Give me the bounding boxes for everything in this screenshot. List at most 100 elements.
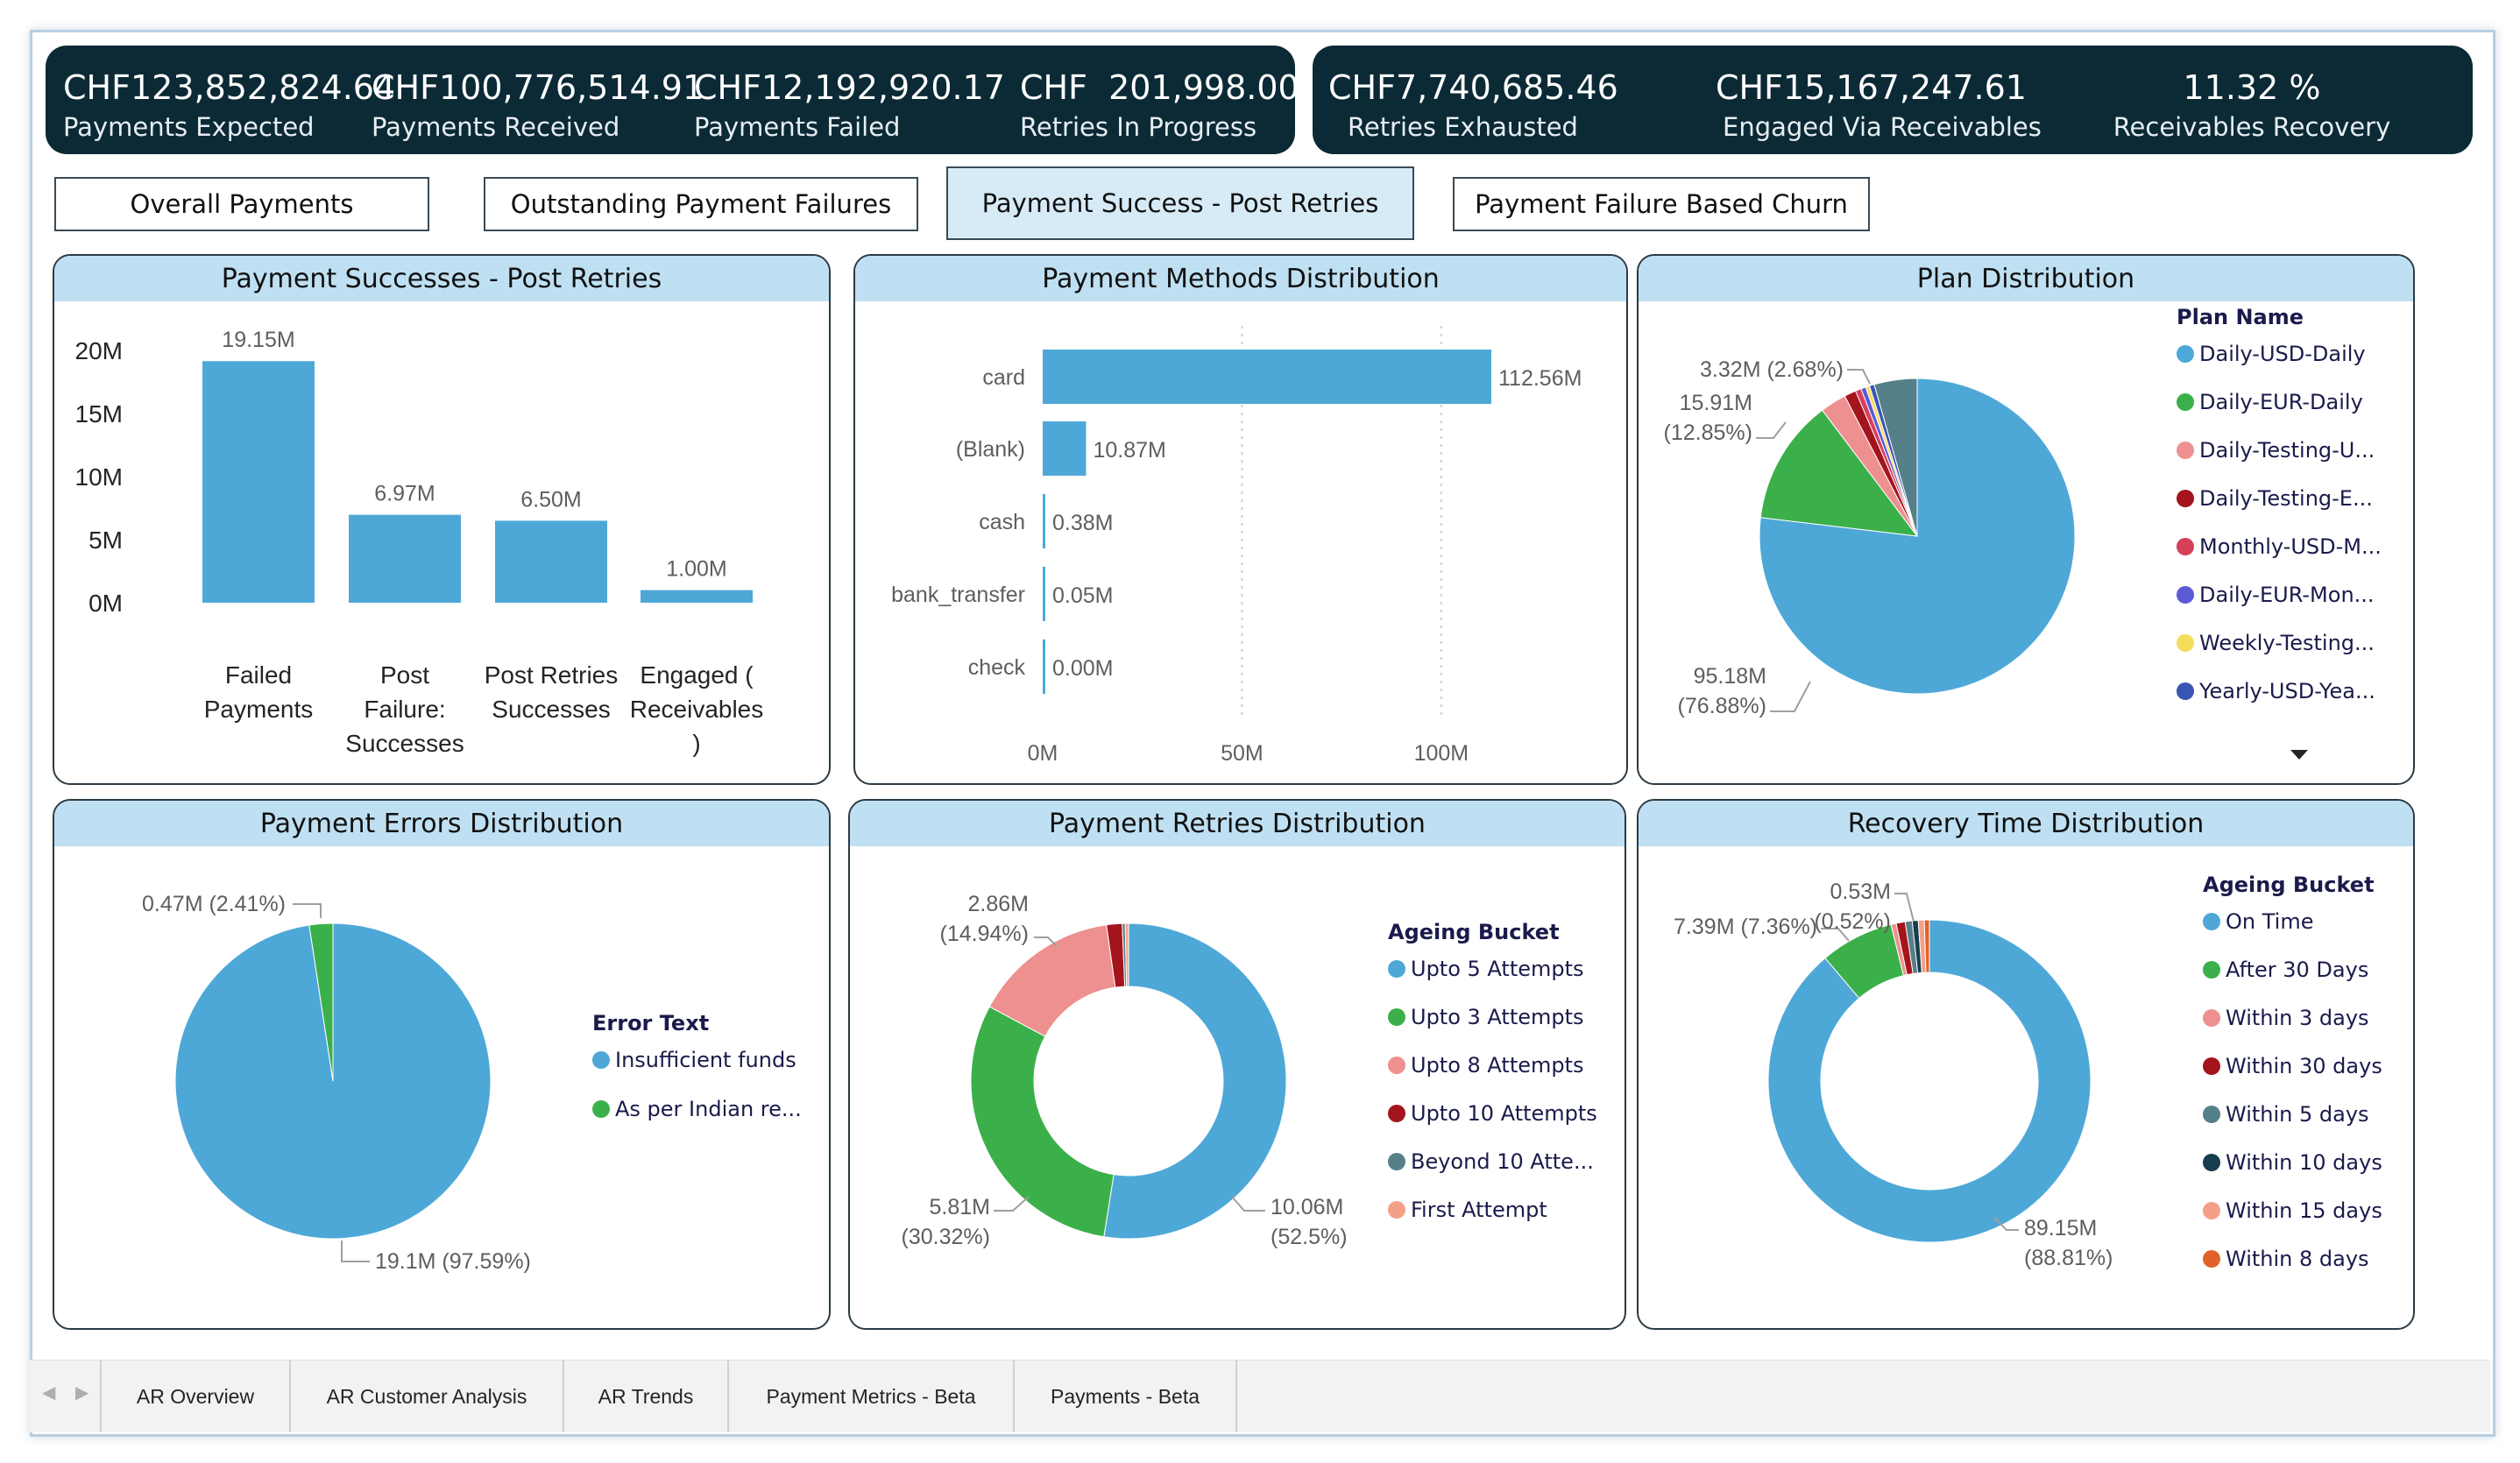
legend-item[interactable]: Daily-Testing-E... <box>2199 486 2373 511</box>
legend-marker[interactable] <box>2203 1202 2220 1219</box>
bar[interactable] <box>1043 640 1045 694</box>
bar[interactable] <box>1043 494 1045 548</box>
legend-item[interactable]: First Attempt <box>1411 1198 1547 1222</box>
legend-item[interactable]: Daily-EUR-Daily <box>2199 390 2363 414</box>
kpi-receivables-recovery: 11.32 % Receivables Recovery <box>2103 68 2401 142</box>
y-tick-label: 20M <box>75 337 123 364</box>
legend-marker[interactable] <box>2203 1106 2220 1123</box>
legend-marker[interactable] <box>592 1100 610 1118</box>
slice[interactable] <box>1103 922 1287 1240</box>
legend-item[interactable]: After 30 Days <box>2226 958 2368 982</box>
legend-item[interactable]: Beyond 10 Atte... <box>1411 1149 1594 1174</box>
legend-item[interactable]: Upto 3 Attempts <box>1411 1005 1584 1029</box>
slice[interactable] <box>1759 378 2076 695</box>
legend-item[interactable]: Daily-EUR-Mon... <box>2199 583 2375 607</box>
bar[interactable] <box>349 514 461 603</box>
legend-item[interactable]: Within 5 days <box>2226 1102 2369 1127</box>
legend-marker[interactable] <box>1388 1153 1405 1170</box>
legend-item[interactable]: Daily-USD-Daily <box>2199 342 2366 366</box>
legend-marker[interactable] <box>2203 1057 2220 1075</box>
bar[interactable] <box>495 520 607 603</box>
panel-payment-errors: Payment Errors Distribution Error Text In… <box>53 799 831 1330</box>
legend-item[interactable]: Within 8 days <box>2226 1247 2369 1271</box>
panel-payment-successes: Payment Successes - Post Retries 0M 5M 10M… <box>53 254 831 785</box>
bar[interactable] <box>1043 350 1491 404</box>
legend-item[interactable]: Within 30 days <box>2226 1054 2382 1078</box>
nav-overall-payments-button[interactable]: Overall Payments <box>54 177 429 231</box>
nav-success-post-retries-button[interactable]: Payment Success - Post Retries <box>946 166 1414 240</box>
slice[interactable] <box>1873 378 1918 537</box>
page-tab-ar-customer-analysis[interactable]: AR Customer Analysis <box>291 1361 564 1432</box>
bar[interactable] <box>1043 567 1045 621</box>
page-tab-payments-beta[interactable]: Payments - Beta <box>1015 1361 1237 1432</box>
leader-line <box>1770 681 1811 712</box>
slice-data-label: 95.18M (76.88%) <box>1678 664 1766 718</box>
legend-marker[interactable] <box>1388 1201 1405 1219</box>
legend-marker[interactable] <box>2203 913 2220 930</box>
legend-marker[interactable] <box>2203 1250 2220 1268</box>
legend-marker[interactable] <box>2177 442 2194 459</box>
nav-outstanding-failures-button[interactable]: Outstanding Payment Failures <box>484 177 918 231</box>
legend-marker[interactable] <box>2177 586 2194 604</box>
legend-marker[interactable] <box>1388 1008 1405 1026</box>
bar-data-label: 10.87M <box>1093 438 1165 463</box>
legend-item[interactable]: Monthly-USD-M... <box>2199 534 2382 559</box>
legend-marker[interactable] <box>592 1051 610 1069</box>
legend-item[interactable]: As per Indian re... <box>615 1097 802 1121</box>
nav-failure-churn-button[interactable]: Payment Failure Based Churn <box>1453 177 1870 231</box>
slice[interactable] <box>1759 409 1919 537</box>
legend-marker[interactable] <box>2203 961 2220 979</box>
legend-item[interactable]: Weekly-Testing... <box>2199 631 2375 655</box>
legend-item[interactable]: Daily-Testing-U... <box>2199 438 2375 463</box>
legend-item[interactable]: Upto 5 Attempts <box>1411 957 1584 981</box>
leader-line <box>1821 928 1850 942</box>
page-tab-ar-trends[interactable]: AR Trends <box>564 1361 729 1432</box>
legend-marker[interactable] <box>1388 960 1405 978</box>
bar[interactable] <box>641 590 753 603</box>
legend-item[interactable]: Yearly-USD-Yea... <box>2198 679 2375 703</box>
slice[interactable] <box>1767 919 2092 1243</box>
panel-plan-distribution: Plan Distribution Plan Name Daily-USD-Dai… <box>1637 254 2415 785</box>
legend-marker[interactable] <box>2177 682 2194 700</box>
legend-marker[interactable] <box>1388 1057 1405 1074</box>
kpi-label: Engaged Via Receivables <box>1723 112 2042 142</box>
legend-item[interactable]: Upto 10 Attempts <box>1411 1101 1597 1126</box>
bar[interactable] <box>202 361 315 603</box>
panel-title: Payment Methods Distribution <box>855 256 1626 301</box>
legend-item[interactable]: Within 3 days <box>2226 1006 2369 1030</box>
legend-marker[interactable] <box>2177 345 2194 363</box>
slice[interactable] <box>308 922 334 1082</box>
legend-marker[interactable] <box>2177 490 2194 507</box>
kpi-value: CHF100,776,514.91 <box>372 68 704 107</box>
prev-page-icon[interactable]: ◀ <box>42 1382 56 1403</box>
page-tab-payment-metrics-beta[interactable]: Payment Metrics - Beta <box>729 1361 1015 1432</box>
slice-data-label: 5.81M (30.32%) <box>902 1195 990 1249</box>
bar-data-label: 0.05M <box>1052 583 1113 608</box>
legend-marker[interactable] <box>1388 1105 1405 1122</box>
legend-marker[interactable] <box>2177 634 2194 652</box>
legend-item[interactable]: Within 15 days <box>2226 1198 2382 1223</box>
legend-item[interactable]: Insufficient funds <box>615 1048 796 1072</box>
slice[interactable] <box>1923 919 1930 973</box>
next-page-icon[interactable]: ▶ <box>75 1382 89 1403</box>
legend-marker[interactable] <box>2177 538 2194 555</box>
legend-title: Ageing Bucket <box>2203 873 2375 897</box>
slice[interactable] <box>970 1006 1115 1238</box>
legend-scroll-down-icon[interactable] <box>2290 750 2308 760</box>
legend-marker[interactable] <box>2203 1154 2220 1171</box>
bar[interactable] <box>1043 421 1087 476</box>
y-category-label: bank_transfer <box>891 583 1025 607</box>
bar-data-label: 0.00M <box>1052 656 1113 681</box>
y-tick-label: 0M <box>88 590 123 617</box>
kpi-label: Retries In Progress <box>1020 112 1257 142</box>
legend-marker[interactable] <box>2177 393 2194 411</box>
legend-item[interactable]: On Time <box>2226 909 2313 934</box>
page-tab-ar-overview[interactable]: AR Overview <box>100 1361 291 1432</box>
slice-data-label: 0.53M (0.52%) <box>1814 880 1891 934</box>
legend-item[interactable]: Within 10 days <box>2226 1150 2382 1175</box>
kpi-bar-right: CHF7,740,685.46 Retries Exhausted CHF15,… <box>1313 46 2473 154</box>
legend-item[interactable]: Upto 8 Attempts <box>1411 1053 1584 1078</box>
legend-marker[interactable] <box>2203 1009 2220 1027</box>
slice[interactable] <box>1124 922 1129 987</box>
leader-line <box>1894 893 1915 922</box>
